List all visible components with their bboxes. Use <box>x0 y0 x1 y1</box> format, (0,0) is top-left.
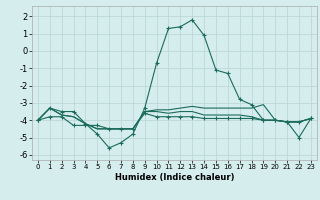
X-axis label: Humidex (Indice chaleur): Humidex (Indice chaleur) <box>115 173 234 182</box>
